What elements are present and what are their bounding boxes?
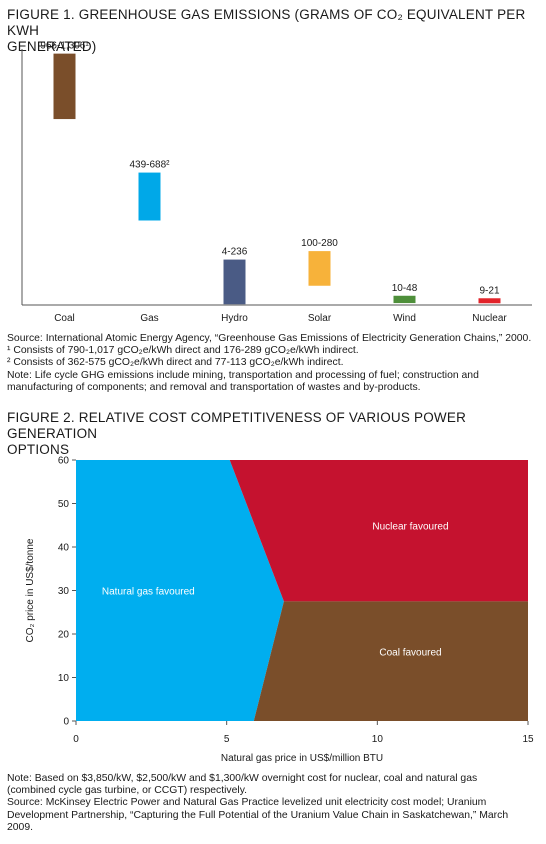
x-tick-label-coal: Coal bbox=[54, 313, 75, 324]
y-tick-label: 30 bbox=[58, 586, 70, 597]
data-label-hydro: 4-236 bbox=[222, 247, 248, 258]
bar-wind bbox=[393, 295, 416, 304]
data-label-nuclear: 9-21 bbox=[479, 285, 499, 296]
data-label-solar: 100-280 bbox=[301, 238, 338, 249]
x-tick-label-gas: Gas bbox=[140, 313, 158, 324]
figure2-title-line1: FIGURE 2. RELATIVE COST COMPETITIVENESS … bbox=[7, 410, 467, 441]
figure2-note: Source: McKinsey Electric Power and Natu… bbox=[7, 797, 509, 833]
figure1-title-line2: GENERATED) bbox=[7, 39, 97, 54]
x-tick-label: 10 bbox=[372, 734, 384, 745]
bar-hydro bbox=[223, 259, 246, 305]
x-tick-label: 0 bbox=[73, 734, 79, 745]
region-nuclear-favoured bbox=[229, 460, 528, 602]
figure1-note: Note: Life cycle GHG emissions include m… bbox=[7, 369, 479, 393]
bar-gas bbox=[138, 172, 161, 221]
figure2-note: Note: Based on $3,850/kW, $2,500/kW and … bbox=[7, 773, 478, 797]
figure1-note: ² Consists of 362-575 gCO₂e/kWh direct a… bbox=[7, 357, 344, 369]
figure1-chart: 966-1,306¹ Coal 439-688² Gas 4-236 Hydro 100-2… bbox=[21, 41, 532, 324]
bar-coal bbox=[53, 53, 76, 120]
x-axis-title: Natural gas price in US$/million BTU bbox=[221, 753, 383, 764]
x-tick-label-hydro: Hydro bbox=[221, 313, 248, 324]
figure2-notes: Note: Based on $3,850/kW, $2,500/kW and … bbox=[7, 773, 527, 834]
y-tick-label: 40 bbox=[58, 543, 70, 554]
region-label-coal-favoured: Coal favoured bbox=[379, 647, 441, 658]
bar-nuclear bbox=[478, 298, 501, 304]
figure1-note: Source: International Atomic Energy Agen… bbox=[7, 333, 532, 344]
figure1-title: FIGURE 1. GREENHOUSE GAS EMISSIONS (GRAM… bbox=[7, 7, 546, 55]
y-tick-label: 60 bbox=[58, 456, 70, 467]
figure1-note: ¹ Consists of 790-1,017 gCO₂e/kWh direct… bbox=[7, 345, 359, 357]
region-natural-gas-favoured bbox=[76, 460, 284, 721]
y-tick-label: 50 bbox=[58, 499, 70, 510]
region-label-nuclear-favoured: Nuclear favoured bbox=[372, 521, 448, 532]
data-label-gas: 439-688² bbox=[129, 160, 170, 171]
data-label-coal: 966-1,306¹ bbox=[40, 41, 89, 52]
y-tick-label: 10 bbox=[58, 673, 70, 684]
x-tick-label: 5 bbox=[224, 734, 230, 745]
y-tick-label: 20 bbox=[58, 630, 70, 641]
y-tick-label: 0 bbox=[63, 717, 69, 728]
y-axis-title: CO₂ price in US$/tonne bbox=[25, 538, 36, 642]
x-tick-label-nuclear: Nuclear bbox=[472, 313, 507, 324]
x-tick-label: 15 bbox=[522, 734, 534, 745]
figure1-notes: Source: International Atomic Energy Agen… bbox=[7, 333, 542, 394]
x-tick-label-wind: Wind bbox=[393, 313, 416, 324]
figure2-title-line2: OPTIONS bbox=[7, 442, 70, 457]
figure2-chart: Natural gas favoured Nuclear favoured Coal… bbox=[25, 456, 534, 765]
figure2-title: FIGURE 2. RELATIVE COST COMPETITIVENESS … bbox=[7, 410, 546, 458]
region-label-natural-gas-favoured: Natural gas favoured bbox=[102, 587, 195, 598]
region-coal-favoured bbox=[253, 601, 529, 721]
data-label-wind: 10-48 bbox=[392, 283, 418, 294]
figure1-title-line1: FIGURE 1. GREENHOUSE GAS EMISSIONS (GRAM… bbox=[7, 7, 526, 38]
x-tick-label-solar: Solar bbox=[308, 313, 332, 324]
bar-solar bbox=[308, 251, 331, 286]
